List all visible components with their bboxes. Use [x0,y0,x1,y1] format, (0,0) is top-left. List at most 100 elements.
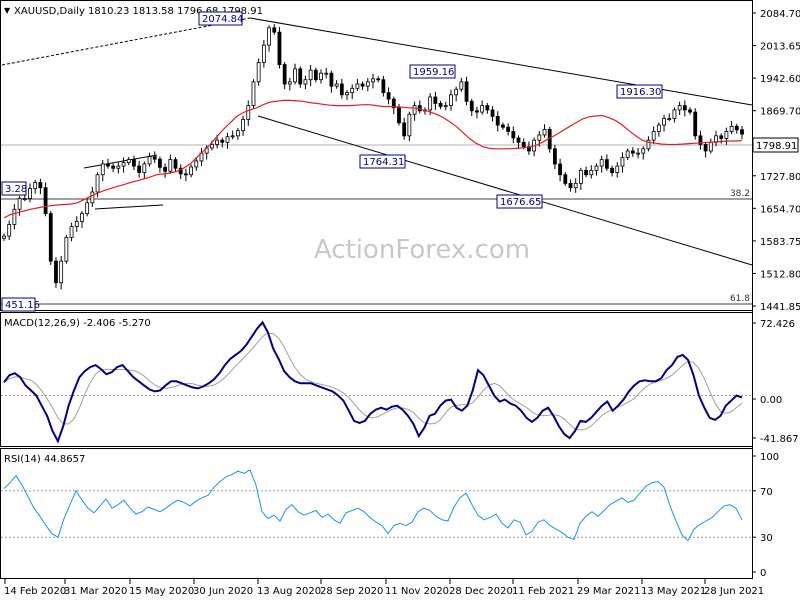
candle [729,121,734,135]
candle-body [480,105,485,113]
candle-body [495,116,500,126]
candle [584,166,588,178]
candle-body [641,148,646,154]
candle-body [152,156,157,160]
candle [90,186,95,207]
candle-body [454,88,459,96]
candle [449,89,453,111]
candle [43,182,48,217]
candle [412,101,417,121]
current-price-box [752,137,799,153]
candle [241,115,245,136]
annotation-box [496,194,543,209]
candle [329,70,334,93]
macd-indicator: 72.426 0.00 -41.867 [1,319,799,445]
candle-body [521,141,526,148]
moving-average-line [3,99,743,219]
candle [656,122,661,137]
candle-body [241,119,245,132]
candle [225,132,230,149]
candle [438,100,443,110]
candle-body [194,160,199,168]
rsi-tick-label: 0 [760,568,766,579]
price-axis: 2084.70 2013.65 1942.60 1869.70 1727.80 1654.… [752,9,800,313]
candle-body [95,174,100,193]
annotation-text: 1764.31 [363,157,404,168]
candle-body [537,134,542,141]
candle-body [345,92,349,96]
candle [277,26,282,69]
date-tick-label: 30 Jun 2020 [193,586,253,597]
candle [371,73,375,89]
candle [630,147,635,158]
candle-body [599,159,604,167]
candle-body [578,170,583,184]
candle [558,158,562,182]
candle [391,96,396,115]
candle-body [630,150,635,154]
candle [339,78,344,99]
candle [178,164,183,180]
candle-body [729,125,734,132]
candle [137,160,142,178]
candle-body [324,72,329,75]
candle-body [693,111,698,137]
rsi-panel-frame [0,448,753,579]
current-price-label: 1798.91 [756,141,797,152]
candle-body [386,92,391,100]
candle [667,113,672,122]
candle [469,98,474,116]
candle-body [350,87,355,94]
annotation-box [409,64,456,79]
candle [365,77,370,92]
candle-body [734,125,739,131]
candle-body [2,235,6,239]
candle [454,86,459,102]
candle-body [126,159,131,164]
fib-level-label: 38.2 [730,189,750,199]
candle [246,100,251,126]
candle-body [225,136,230,143]
rsi-tick-label: 100 [760,452,779,463]
candle [433,91,438,110]
candle-body [59,260,64,284]
candle [126,157,131,166]
candle [615,162,620,178]
date-tick-label: 31 Mar 2020 [64,586,127,597]
moving-average [3,99,743,219]
collapse-arrow-icon: ▼ [4,6,11,15]
candle-body [184,173,188,176]
candle-body [371,78,375,83]
horizontal-levels: 38.2 61.8 [1,144,752,305]
candle-body [106,163,110,167]
macd-label: MACD(12,26,9) -2.406 -5.270 [4,318,151,329]
candle-body [28,188,32,199]
candle-body [43,187,48,215]
candle-body [173,159,178,169]
candle [547,126,552,153]
candle-body [137,165,142,173]
candle [308,64,313,87]
candle-body [391,98,396,109]
candle [350,84,355,100]
date-tick-label: 29 Mar 2021 [577,586,640,597]
date-tick-label: 13 May 2021 [641,586,706,597]
candle-body [12,208,17,225]
candle [267,25,271,52]
candle-body [662,118,666,126]
candle [293,63,297,85]
candle [38,178,43,195]
annotation-text: 1916.30 [620,87,661,98]
candle [287,77,292,91]
watermark: ActionForex.com [314,235,530,265]
candle-body [397,107,401,124]
candle [22,194,27,202]
triangle-upper-line [83,154,158,169]
rsi-tick-label: 70 [760,487,773,498]
candle [386,87,391,105]
annotation-text: 1959.16 [413,67,454,78]
candle [506,123,511,136]
candle-body [7,224,12,237]
candle-body [220,139,225,143]
